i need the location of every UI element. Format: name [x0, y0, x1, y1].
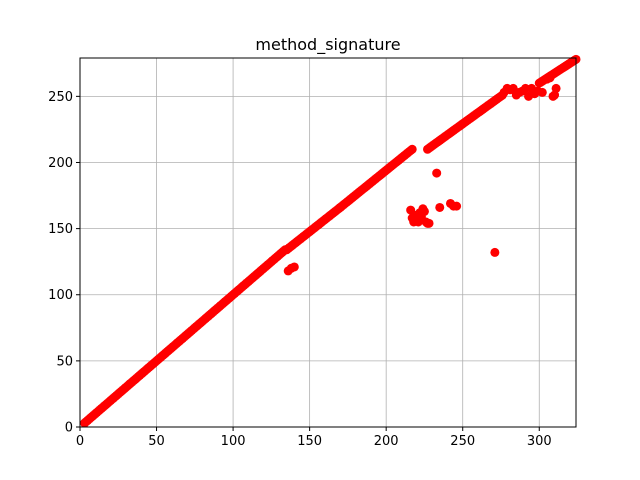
y-tick-label: 250: [48, 90, 73, 105]
data-point: [432, 168, 442, 178]
data-point: [419, 206, 429, 216]
y-tick-label: 150: [48, 222, 73, 237]
plot-frame: [79, 57, 577, 428]
y-tick-label: 100: [48, 288, 73, 303]
data-point: [424, 218, 434, 228]
data-point: [490, 247, 500, 257]
x-tick-label: 250: [450, 434, 475, 449]
x-tick-label: 0: [76, 434, 84, 449]
data-point: [435, 202, 445, 212]
axes: [79, 57, 577, 428]
x-tick-label: 150: [297, 434, 322, 449]
y-tick-label: 0: [65, 421, 73, 436]
x-tick-label: 300: [527, 434, 552, 449]
data-point: [537, 87, 547, 97]
data-point: [407, 144, 417, 154]
x-tick-label: 50: [148, 434, 165, 449]
y-tick-label: 50: [56, 354, 73, 369]
x-axis-ticks: 0 50 100 150 200 250 300: [76, 427, 552, 449]
data-point: [551, 83, 561, 93]
y-axis-ticks: 0 50 100 150 200 250: [48, 90, 80, 436]
x-tick-label: 100: [221, 434, 246, 449]
data-points: [80, 54, 581, 428]
chart-title: method_signature: [255, 35, 400, 55]
x-tick-label: 200: [374, 434, 399, 449]
data-point: [452, 201, 462, 211]
data-point: [545, 73, 555, 83]
y-tick-label: 200: [48, 156, 73, 171]
data-point: [289, 262, 299, 272]
